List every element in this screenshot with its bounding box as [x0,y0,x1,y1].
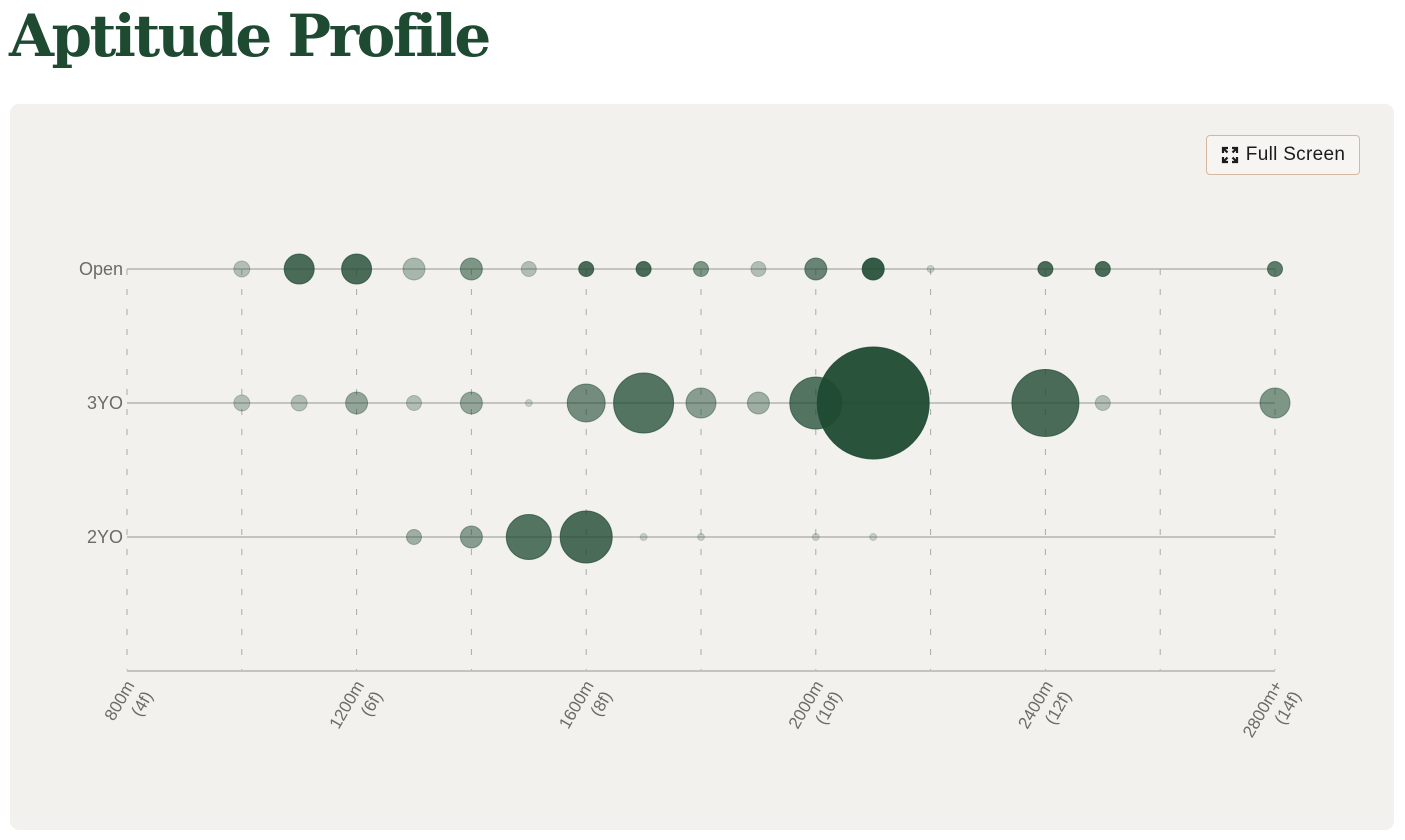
bubble-open [693,261,709,277]
x-tick-label: 2800m+(14f) [1239,677,1305,740]
bubble-3yo [566,383,606,423]
bubble-open [459,257,483,281]
bubble-3yo [459,391,483,415]
full-screen-button[interactable]: Full Screen [1206,135,1360,175]
x-tick-label: 800m(4f) [101,678,157,724]
bubble-3yo [746,391,770,415]
x-tick-label: 1600m(8f) [555,678,616,733]
bubble-2yo [459,525,483,549]
bubble-open [926,265,935,273]
x-tick-label: 2000m(10f) [785,678,846,733]
bubble-open [341,253,373,285]
bubble-3yo [1094,395,1111,411]
bubble-2yo [559,510,613,564]
bubble-3yo [406,395,422,411]
bubble-open [1094,261,1111,277]
page-title: Aptitude Profile [9,2,491,70]
bubble-open [1267,261,1283,277]
bubble-open [520,261,537,277]
bubble-open [402,257,426,281]
bubble-2yo [811,533,820,541]
expand-icon [1221,146,1238,164]
bubble-2yo [406,529,422,545]
bubble-2yo [697,533,705,541]
x-tick-label: 2400m(12f) [1014,678,1075,733]
bubble-2yo [639,533,648,541]
bubble-open [283,253,315,285]
category-label: 3YO [87,393,123,413]
bubble-3yo [613,372,675,434]
category-label: Open [79,259,123,279]
bubble-3yo [816,346,930,460]
bubble-open [861,257,885,281]
full-screen-label: Full Screen [1245,144,1346,165]
bubble-2yo [869,533,878,541]
bubble-open [233,260,251,278]
bubble-3yo [1011,369,1080,437]
bubble-open [750,261,767,277]
bubble-3yo [685,387,717,419]
bubble-3yo [233,394,251,412]
bubble-open [578,261,595,277]
bubble-3yo [345,391,369,415]
bubble-open [1037,261,1054,277]
category-label: 2YO [87,527,123,547]
bubble-open [635,261,652,277]
bubble-2yo [505,514,552,560]
bubble-open [804,257,828,281]
chart-panel: Full Screen [10,104,1394,830]
bubble-3yo [290,394,308,412]
x-tick-label: 1200m(6f) [326,678,387,733]
bubble-3yo [524,399,533,407]
bubble-3yo [1259,387,1291,419]
